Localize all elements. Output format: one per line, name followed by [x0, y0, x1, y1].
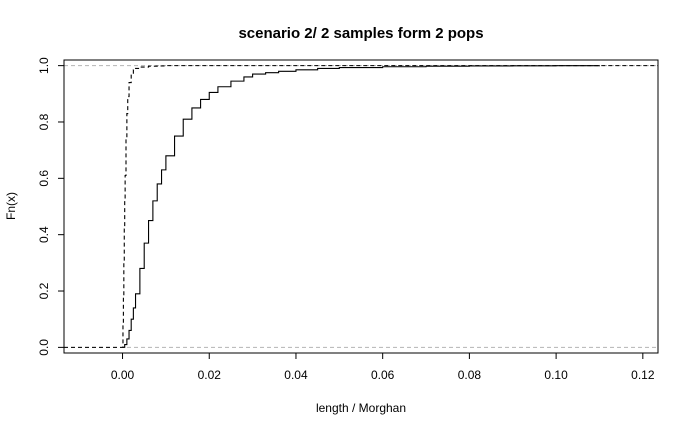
x-tick-label: 0.02 — [198, 368, 222, 382]
x-axis: 0.00 0.02 0.04 0.06 0.08 0.10 0.12 — [111, 352, 655, 382]
y-tick-label: 1.0 — [37, 57, 51, 74]
x-tick-label: 0.06 — [371, 368, 395, 382]
x-tick-label: 0.00 — [111, 368, 135, 382]
x-tick-label: 0.04 — [284, 368, 308, 382]
x-tick-label: 0.10 — [544, 368, 568, 382]
y-tick-label: 0.6 — [37, 170, 51, 187]
y-axis: 0.0 0.2 0.4 0.6 0.8 1.0 — [37, 57, 65, 356]
x-tick-label: 0.12 — [631, 368, 655, 382]
chart-title: scenario 2/ 2 samples form 2 pops — [238, 25, 483, 42]
y-tick-label: 0.0 — [37, 339, 51, 356]
x-tick-label: 0.08 — [458, 368, 482, 382]
y-tick-label: 0.2 — [37, 282, 51, 299]
series-line-solid — [122, 65, 601, 348]
y-axis-label: Fn(x) — [4, 192, 18, 220]
series-line-dashed — [64, 65, 658, 348]
y-tick-label: 0.4 — [37, 226, 51, 243]
x-axis-label: length / Morghan — [316, 401, 406, 415]
y-tick-label: 0.8 — [37, 113, 51, 130]
series-layer — [64, 65, 658, 348]
